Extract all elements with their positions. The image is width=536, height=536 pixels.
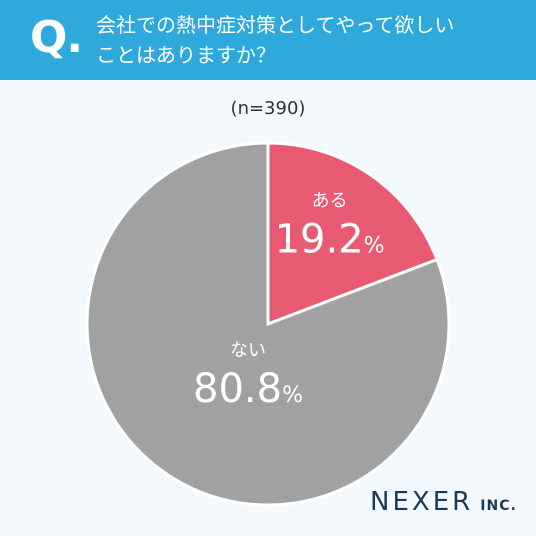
slice-label-yes: ある	[312, 191, 348, 212]
pie-slice-yes	[266, 141, 440, 327]
question-text: 会社での熱中症対策としてやって欲しい ことはありますか？	[96, 10, 526, 70]
slice-value-yes: 19.2%	[275, 217, 385, 263]
question-mark: Q.	[30, 12, 83, 63]
brand-suffix: INC.	[480, 498, 517, 514]
brand-logo: NEXER INC.	[370, 487, 517, 517]
sample-size: (n=390)	[230, 98, 306, 119]
question-line-1: 会社での熱中症対策としてやって欲しい	[96, 13, 455, 37]
slice-label-no: ない	[230, 340, 266, 361]
pie-slice-no	[85, 141, 451, 507]
question-header: Q. 会社での熱中症対策としてやって欲しい ことはありますか？	[0, 0, 536, 80]
slice-value-no: 80.8%	[193, 366, 303, 412]
question-line-2: ことはありますか？	[96, 43, 276, 67]
brand-name: NEXER	[370, 487, 474, 517]
